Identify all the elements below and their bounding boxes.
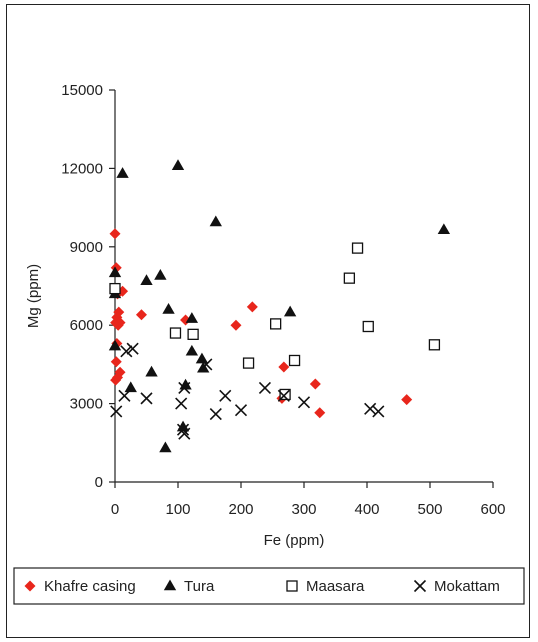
maasara-point: [428, 339, 441, 351]
tura-point: [108, 266, 122, 278]
legend-box: [13, 567, 525, 605]
mokattam-point: [176, 423, 190, 436]
mokattam-point: [209, 407, 222, 421]
legend: Khafre casing Tura Maasara Mokattam: [13, 567, 525, 605]
maasara-point: [269, 318, 282, 330]
x-tick-label: 0: [111, 501, 119, 518]
maasara-point: [343, 272, 356, 284]
x-tick-label: 300: [291, 501, 316, 518]
mokattam-point: [258, 381, 272, 394]
mokattam-point: [234, 404, 248, 417]
legend-tura-marker: [163, 579, 177, 591]
axes: 0 3000 6000 9000 12000 15000 0 100 200 300 400 500…: [25, 82, 506, 549]
y-tick-label: 3000: [70, 396, 103, 413]
tura-point: [124, 381, 137, 393]
y-axis-title: Mg (ppm): [25, 264, 42, 328]
tura-point: [162, 303, 175, 314]
mokattam-point: [175, 397, 188, 410]
x-tick-label: 500: [417, 501, 442, 518]
khafre-casing-point: [309, 378, 321, 390]
mokattam-point: [297, 396, 311, 409]
x-tick-label: 100: [165, 501, 190, 518]
maasara-point: [169, 327, 182, 339]
mokattam-point: [372, 405, 385, 418]
khafre-casing-point: [135, 309, 147, 321]
legend-maasara-marker: [286, 580, 298, 592]
maasara-point: [187, 328, 199, 340]
y-tick-label: 12000: [61, 160, 103, 177]
y-tick-label: 15000: [61, 82, 103, 99]
y-ticks: 0 3000 6000 9000 12000 15000: [61, 82, 115, 491]
tura-point: [195, 352, 209, 364]
tura-point: [154, 269, 167, 280]
maasara-point: [242, 357, 255, 369]
mokattam-point: [219, 389, 232, 402]
khafre-casing-point: [246, 301, 258, 313]
khafre-casing-point: [401, 394, 413, 406]
mokattam-point: [118, 389, 131, 402]
legend-mokattam-label: Mokattam: [434, 578, 500, 595]
legend-khafre-casing-label: Khafre casing: [44, 578, 136, 595]
tura-point: [185, 312, 199, 323]
legend-items: Khafre casing Tura Maasara Mokattam: [24, 578, 500, 595]
tura-point: [185, 344, 199, 356]
mokattam-point: [178, 381, 191, 394]
maasara-point: [109, 282, 121, 295]
tura-point: [209, 215, 222, 227]
tura-point: [171, 159, 185, 171]
maasara-point: [288, 354, 301, 367]
khafre-casing-point: [278, 361, 290, 373]
y-tick-label: 6000: [70, 317, 103, 334]
maasara-point: [351, 242, 364, 254]
mokattam-point: [110, 405, 123, 418]
khafre-casing-point: [110, 356, 122, 368]
mokattam-point: [140, 392, 153, 405]
khafre-casing-point: [114, 317, 126, 329]
chart-frame: [6, 4, 530, 638]
data-markers: [108, 159, 451, 453]
khafre-casing-point: [109, 228, 121, 240]
y-tick-label: 0: [95, 474, 103, 491]
legend-maasara-label: Maasara: [306, 578, 365, 595]
legend-mokattam-marker: [413, 579, 427, 593]
x-tick-label: 600: [480, 501, 505, 518]
tura-point: [108, 339, 122, 351]
y-tick-label: 9000: [70, 239, 103, 256]
x-tick-label: 400: [354, 501, 379, 518]
tura-point: [140, 274, 153, 285]
khafre-casing-point: [314, 407, 326, 419]
tura-point: [116, 167, 129, 178]
mokattam-point: [126, 342, 139, 355]
x-axis-title: Fe (ppm): [264, 532, 325, 549]
tura-point: [145, 365, 158, 377]
mokattam-point: [277, 389, 290, 402]
x-ticks: 0 100 200 300 400 500 600: [111, 482, 506, 518]
khafre-casing-point: [230, 319, 242, 331]
khafre-casing-point: [110, 374, 122, 386]
maasara-point: [362, 320, 374, 333]
mokattam-point: [178, 427, 191, 440]
legend-tura-label: Tura: [184, 578, 215, 595]
tura-point: [283, 305, 297, 317]
mokattam-point: [120, 345, 133, 358]
mokattam-point: [364, 402, 377, 415]
x-tick-label: 200: [228, 501, 253, 518]
legend-khafre-casing-marker: [24, 580, 36, 592]
tura-point: [437, 223, 451, 235]
mokattam-point: [200, 358, 213, 371]
tura-point: [159, 441, 172, 453]
